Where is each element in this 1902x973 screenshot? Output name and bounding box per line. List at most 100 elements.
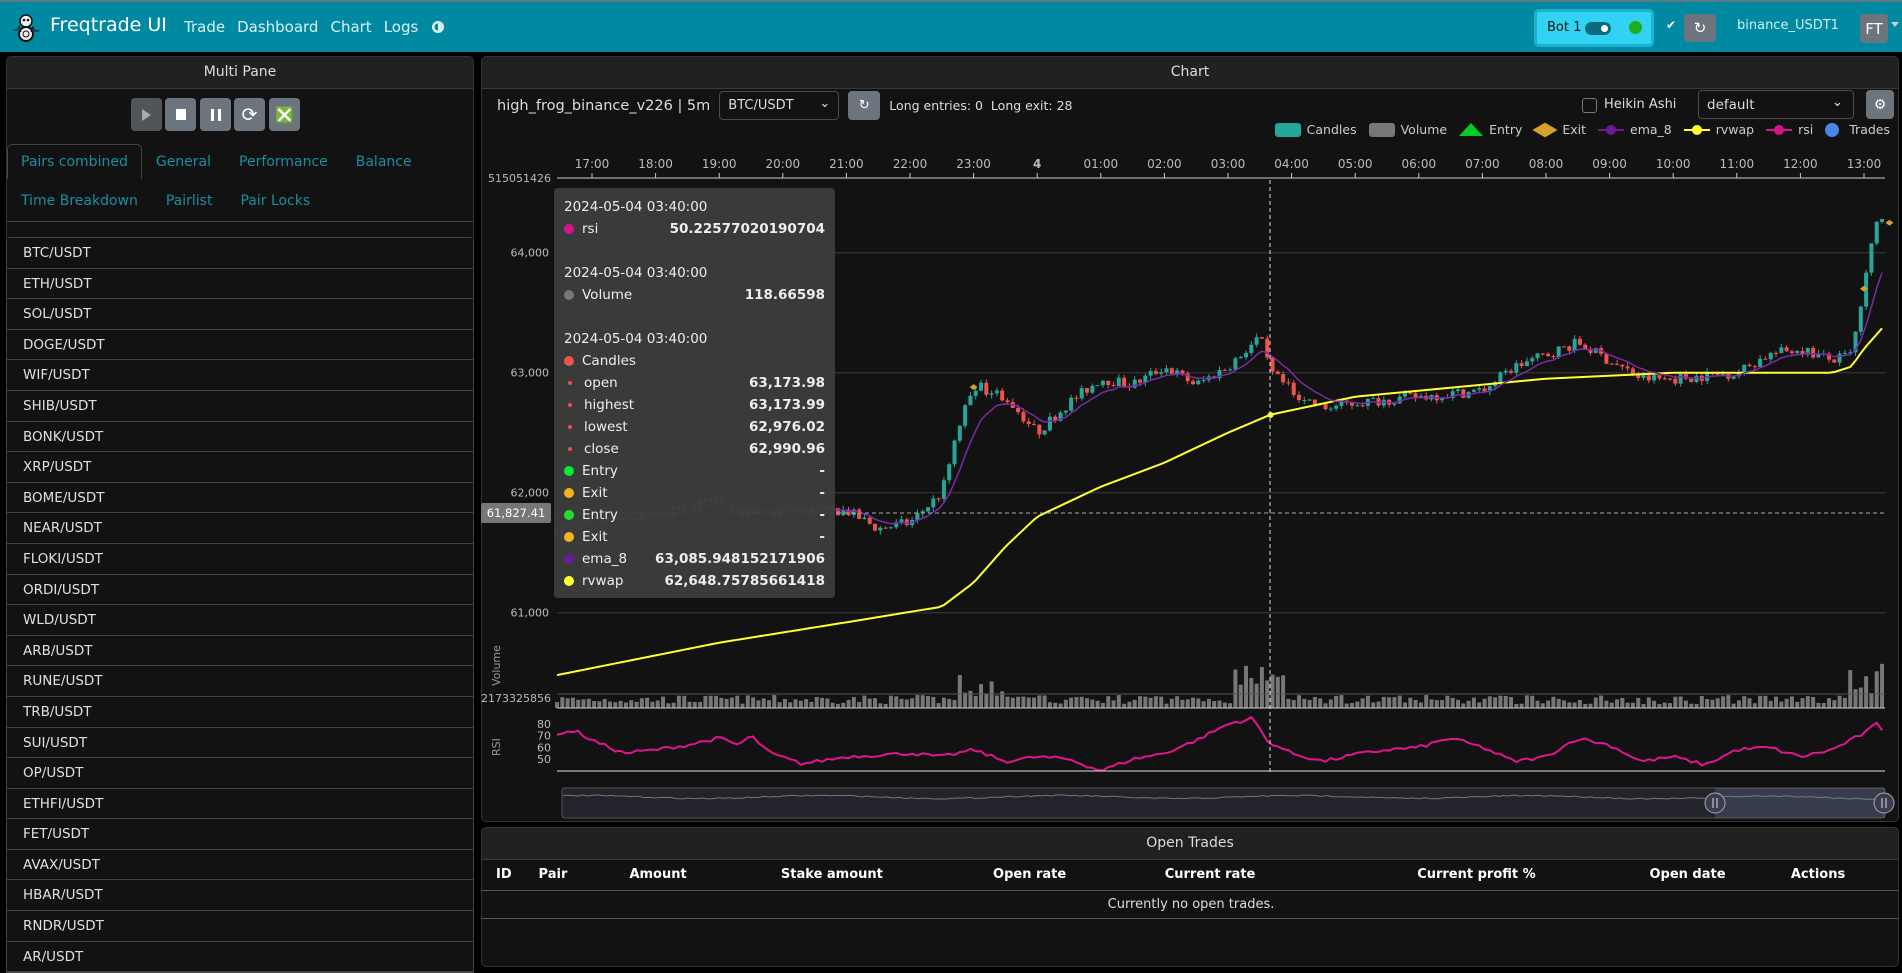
stop-button[interactable] xyxy=(165,98,196,131)
navigator-handle[interactable] xyxy=(1704,792,1726,814)
volume-bar xyxy=(1503,695,1508,708)
legend-entry[interactable]: Entry xyxy=(1459,122,1522,137)
brand-title[interactable]: Freqtrade UI xyxy=(50,14,167,36)
nav-logs[interactable]: Logs xyxy=(383,18,419,36)
line-marker-icon xyxy=(1683,124,1710,135)
candle xyxy=(1122,377,1127,387)
pair-list-item[interactable]: ETHFI/USDT xyxy=(7,788,473,820)
tooltip-label: Entry xyxy=(582,463,618,479)
pair-list-item[interactable]: RNDR/USDT xyxy=(7,911,473,942)
legend-volume[interactable]: Volume xyxy=(1368,122,1447,137)
navigator-handle[interactable] xyxy=(1873,792,1895,814)
pair-list-item[interactable]: FET/USDT xyxy=(7,819,473,850)
pair-list-item[interactable]: ARB/USDT xyxy=(7,635,473,667)
gear-icon: ⚙ xyxy=(1873,96,1887,113)
legend-exit[interactable]: Exit xyxy=(1532,122,1586,137)
refresh-button[interactable]: ↻ xyxy=(1684,14,1716,42)
legend-rvwap[interactable]: rvwap xyxy=(1683,122,1755,137)
tab-performance[interactable]: Performance xyxy=(239,154,328,170)
volume-bar xyxy=(857,701,862,708)
candle xyxy=(1063,410,1068,413)
candle xyxy=(1747,364,1752,367)
volume-bar xyxy=(1169,698,1174,708)
heikin-ashi-checkbox[interactable] xyxy=(1582,98,1597,113)
pair-list-item[interactable]: SOL/USDT xyxy=(7,299,473,330)
volume-bar xyxy=(1705,699,1710,708)
pair-select[interactable]: BTC/USDT ⌄ xyxy=(719,91,840,120)
volume-bar xyxy=(756,700,761,708)
column-header[interactable]: Current rate xyxy=(1164,867,1256,883)
candle xyxy=(957,425,962,441)
pair-list-item[interactable]: TRB/USDT xyxy=(7,696,473,728)
rvwap-hover-point xyxy=(1267,411,1274,418)
legend-rsi[interactable]: rsi xyxy=(1766,122,1813,137)
candle xyxy=(1837,353,1842,363)
column-header[interactable]: ID xyxy=(496,867,512,883)
nav-chart[interactable]: Chart xyxy=(330,18,372,36)
bot-toggle[interactable] xyxy=(1585,22,1611,35)
pair-list-item[interactable]: HBAR/USDT xyxy=(7,880,473,912)
pair-list-item[interactable]: BOME/USDT xyxy=(7,482,473,514)
start-button[interactable] xyxy=(131,98,162,131)
tab-pairs-combined[interactable]: Pairs combined xyxy=(7,144,142,179)
column-header[interactable]: Amount xyxy=(629,867,687,883)
plot-config-select[interactable]: default ⌄ xyxy=(1698,90,1854,119)
pair-list-item[interactable]: AVAX/USDT xyxy=(7,849,473,881)
volume-bar xyxy=(1138,696,1143,708)
volume-bar xyxy=(650,701,655,708)
pair-list-item[interactable]: RUNE/USDT xyxy=(7,666,473,697)
pair-list-item[interactable]: WIF/USDT xyxy=(7,360,473,391)
column-header[interactable]: Stake amount xyxy=(780,867,883,883)
nav-trade[interactable]: Trade xyxy=(184,18,226,36)
tab-balance[interactable]: Balance xyxy=(355,154,412,170)
volume-bar xyxy=(1244,665,1249,708)
pair-list-item[interactable]: OP/USDT xyxy=(7,758,473,789)
pair-list-item[interactable]: DOGE/USDT xyxy=(7,329,473,361)
column-header[interactable]: Open date xyxy=(1649,867,1726,883)
pair-list-item[interactable]: SHIB/USDT xyxy=(7,390,473,422)
tab-general[interactable]: General xyxy=(155,154,212,170)
volume-bar xyxy=(1291,700,1296,708)
refresh-chart-button[interactable]: ↻ xyxy=(848,91,881,120)
zoom-navigator[interactable] xyxy=(561,787,1886,819)
pair-list-item[interactable]: NEAR/USDT xyxy=(7,513,473,544)
plot-settings-button[interactable]: ⚙ xyxy=(1866,90,1894,119)
legend-label: rvwap xyxy=(1715,122,1755,137)
volume-bar xyxy=(1821,702,1826,708)
caret-down-icon[interactable] xyxy=(1891,22,1899,27)
pair-list-item[interactable]: SUI/USDT xyxy=(7,727,473,759)
column-header[interactable]: Actions xyxy=(1790,867,1846,883)
force-exit-all-button[interactable]: ❎ xyxy=(269,98,300,131)
volume-bar xyxy=(1609,702,1614,708)
pause-button[interactable] xyxy=(200,98,231,131)
reload-button[interactable]: ⟳ xyxy=(234,98,265,131)
candle xyxy=(1132,379,1137,388)
legend-ema8[interactable]: ema_8 xyxy=(1598,122,1672,137)
theme-toggle-icon[interactable] xyxy=(430,19,446,35)
column-header[interactable]: Pair xyxy=(538,867,568,883)
pair-list-item[interactable]: BONK/USDT xyxy=(7,421,473,453)
bot-selector[interactable]: Bot 1 xyxy=(1534,9,1654,47)
volume-bar xyxy=(735,695,740,708)
pair-list-item[interactable]: ETH/USDT xyxy=(7,268,473,300)
pair-list-item[interactable]: BTC/USDT xyxy=(7,238,473,269)
legend-candles[interactable]: Candles xyxy=(1274,122,1357,137)
pair-list-item[interactable]: ORDI/USDT xyxy=(7,574,473,606)
column-header[interactable]: Current profit % xyxy=(1417,867,1536,883)
avatar[interactable]: FT xyxy=(1860,14,1888,43)
volume-bar xyxy=(597,701,602,708)
pair-list-item[interactable]: FLOKI/USDT xyxy=(7,543,473,575)
volume-bar xyxy=(1482,698,1487,708)
pair-list-item[interactable]: XRP/USDT xyxy=(7,452,473,483)
volume-bar xyxy=(1869,693,1874,708)
tab-pair-locks[interactable]: Pair Locks xyxy=(240,193,311,209)
legend-trades[interactable]: Trades xyxy=(1825,122,1890,137)
pair-list-item[interactable]: WLD/USDT xyxy=(7,605,473,636)
tab-time-breakdown[interactable]: Time Breakdown xyxy=(21,193,138,209)
candle xyxy=(1270,357,1275,372)
nav-dashboard[interactable]: Dashboard xyxy=(237,18,319,36)
column-header[interactable]: Open rate xyxy=(993,867,1067,883)
volume-bar xyxy=(1143,696,1148,708)
tab-pairlist[interactable]: Pairlist xyxy=(165,193,213,209)
